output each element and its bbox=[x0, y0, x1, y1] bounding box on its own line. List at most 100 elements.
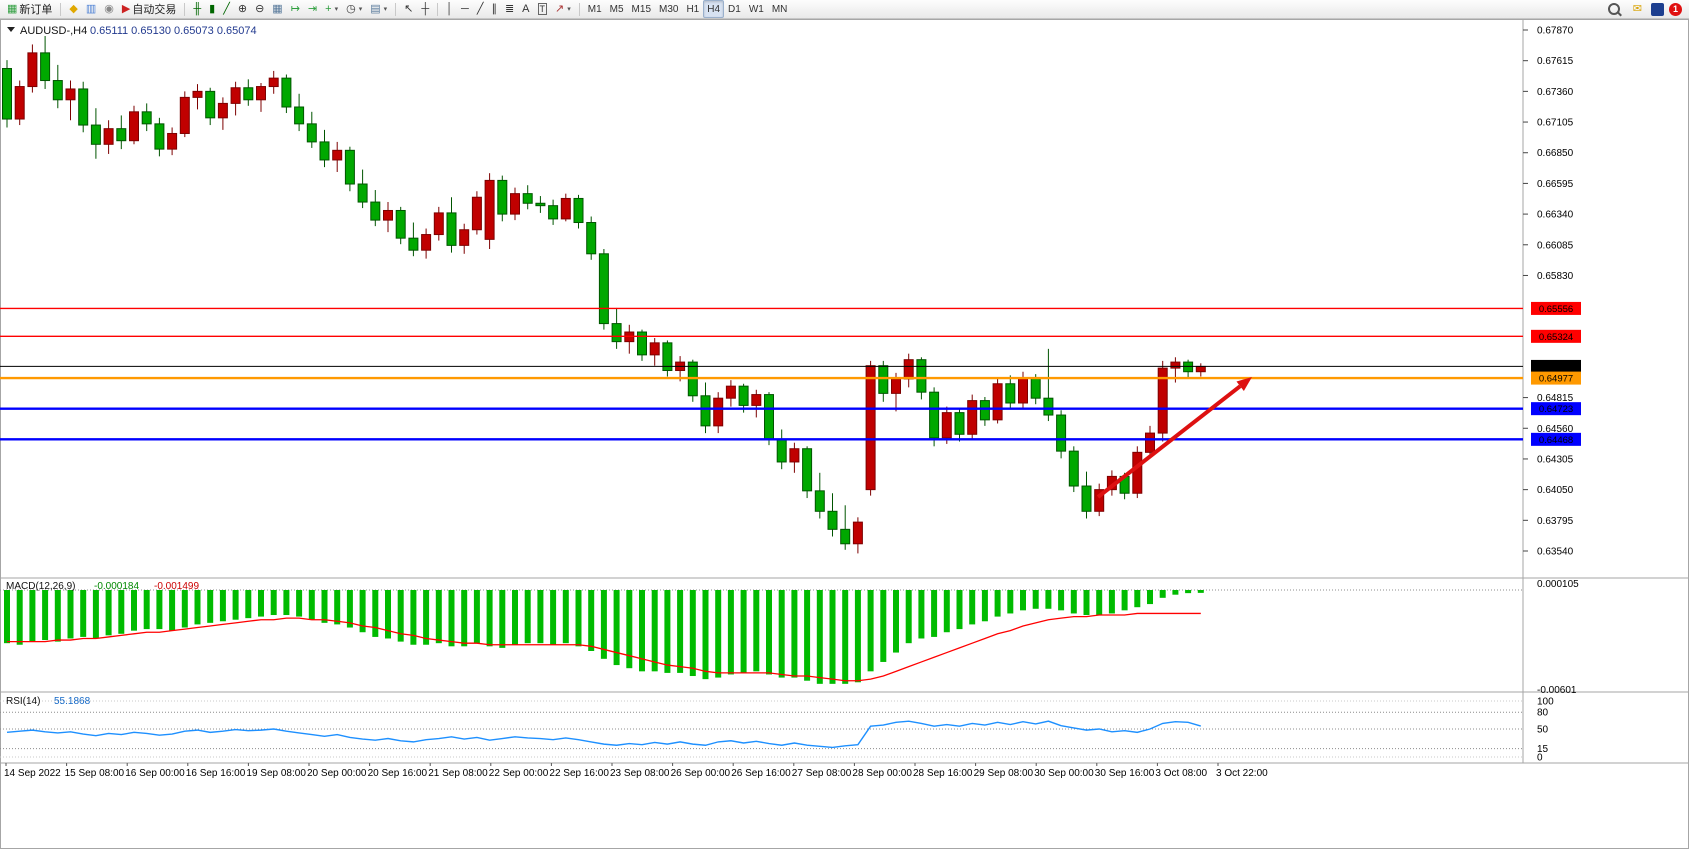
macd-value-2: -0.001499 bbox=[154, 581, 199, 592]
navigator-button[interactable]: ◉ bbox=[100, 0, 118, 18]
macd-histogram-bar bbox=[1070, 590, 1077, 614]
trend-arrow-line[interactable] bbox=[1096, 384, 1242, 499]
time-axis-label: 3 Oct 08:00 bbox=[1155, 768, 1207, 779]
price-axis-label: 0.63795 bbox=[1537, 516, 1574, 527]
price-level-tag bbox=[1531, 301, 1581, 315]
fibonacci-button[interactable]: ≣ bbox=[501, 0, 518, 18]
channel-button[interactable]: ∥ bbox=[487, 0, 501, 18]
candle-body bbox=[611, 323, 622, 343]
time-axis-label: 16 Sep 00:00 bbox=[125, 768, 185, 779]
vertical-line-button[interactable]: │ bbox=[442, 0, 457, 18]
indicators-button[interactable]: + ▾ bbox=[321, 0, 342, 18]
timeframe-m15-label: M15 bbox=[631, 3, 651, 15]
symbol-dropdown-icon[interactable] bbox=[7, 27, 15, 32]
templates-button[interactable]: ▤ ▾ bbox=[366, 0, 391, 18]
auto-scroll-icon: ↦ bbox=[290, 2, 300, 15]
zoom-out-button[interactable]: ⊖ bbox=[251, 0, 268, 18]
arrow-icon: ↗ bbox=[555, 2, 565, 15]
data-window-button[interactable]: ▥ bbox=[82, 0, 100, 18]
macd-histogram-bar bbox=[956, 590, 963, 630]
macd-histogram-bar bbox=[346, 590, 353, 628]
new-order-icon: ▦ bbox=[7, 2, 18, 15]
candle-body bbox=[586, 222, 597, 255]
macd-histogram-bar bbox=[1121, 590, 1128, 611]
price-axis-label: 0.64050 bbox=[1537, 485, 1574, 496]
macd-histogram-bar bbox=[677, 590, 684, 673]
candle-body bbox=[992, 383, 1003, 421]
timeframe-m5[interactable]: M5 bbox=[606, 0, 628, 18]
cursor-button[interactable]: ↖ bbox=[400, 0, 417, 18]
macd-histogram-bar bbox=[639, 590, 645, 672]
zoom-in-button[interactable]: ⊕ bbox=[234, 0, 251, 18]
auto-trading-button[interactable]: ▶ 自动交易 bbox=[118, 0, 180, 18]
timeframe-m1[interactable]: M1 bbox=[584, 0, 606, 18]
timeframe-w1[interactable]: W1 bbox=[745, 0, 768, 18]
macd-histogram-bar bbox=[880, 590, 887, 662]
timeframe-mn-label: MN bbox=[771, 3, 788, 15]
chart-render-root: 0.67870 0.67615 0.67360 0.67105 0.66850 0.665… bbox=[0, 19, 1689, 849]
line-chart-button[interactable]: ╱ bbox=[219, 0, 234, 18]
timeframe-d1[interactable]: D1 bbox=[724, 0, 745, 18]
crosshair-button[interactable]: ┼ bbox=[417, 0, 433, 18]
text-button[interactable]: A bbox=[518, 0, 533, 18]
rsi-axis-label: 15 bbox=[1537, 744, 1549, 755]
toolbar-group: M1 M5 M15 M30 H1 H4 D1 W1 MN bbox=[584, 0, 792, 18]
candle-body bbox=[370, 201, 381, 221]
timeframe-m30[interactable]: M30 bbox=[655, 0, 682, 18]
candle-body bbox=[725, 385, 736, 399]
candle-body bbox=[205, 90, 216, 119]
channel-icon: ∥ bbox=[491, 2, 497, 15]
price-level-tag-label: 0.64468 bbox=[1539, 435, 1573, 446]
macd-histogram-bar bbox=[334, 590, 341, 625]
text-label-button[interactable]: T bbox=[534, 0, 552, 18]
trendline-button[interactable]: ╱ bbox=[473, 0, 488, 18]
rsi-label: RSI(14) bbox=[6, 696, 40, 707]
candle-body bbox=[573, 197, 584, 224]
timeframe-m30-label: M30 bbox=[659, 3, 679, 15]
market-watch-button[interactable]: ◆ bbox=[65, 0, 81, 18]
rsi-value: 55.1868 bbox=[54, 696, 91, 707]
macd-histogram-bar bbox=[524, 590, 531, 644]
macd-histogram-bar bbox=[537, 590, 544, 644]
candle-body bbox=[1068, 450, 1079, 487]
candle-body bbox=[471, 196, 482, 231]
arrows-button[interactable]: ↗ ▾ bbox=[551, 0, 575, 18]
trend-arrow-head[interactable] bbox=[1236, 377, 1252, 391]
macd-histogram-bar bbox=[702, 590, 709, 680]
macd-histogram-bar bbox=[321, 590, 328, 623]
timeframe-m15[interactable]: M15 bbox=[628, 0, 655, 18]
timeframe-mn[interactable]: MN bbox=[768, 0, 792, 18]
time-axis-label: 28 Sep 16:00 bbox=[913, 768, 973, 779]
candle-body bbox=[268, 77, 279, 88]
candle-body bbox=[332, 149, 343, 161]
price-axis-label: 0.67870 bbox=[1537, 26, 1574, 37]
price-level-tag-label: 0.65074 bbox=[1539, 362, 1573, 373]
macd-value-1: -0.000184 bbox=[94, 581, 139, 592]
notification-badge[interactable]: 1 bbox=[1669, 2, 1682, 16]
horizontal-line-button[interactable]: ─ bbox=[457, 0, 473, 18]
app-button[interactable] bbox=[1651, 2, 1664, 16]
periods-button[interactable]: ◷ ▾ bbox=[342, 0, 366, 18]
bar-chart-button[interactable]: ╫ bbox=[189, 0, 205, 18]
tile-windows-button[interactable]: ▦ bbox=[268, 0, 286, 18]
timeframe-h4[interactable]: H4 bbox=[703, 0, 725, 18]
candle-body bbox=[1094, 489, 1105, 512]
macd-histogram-bar bbox=[981, 590, 988, 622]
new-order-button[interactable]: ▦ 新订单 bbox=[3, 0, 56, 18]
candlestick-button[interactable]: ▮ bbox=[205, 0, 219, 18]
time-axis-label: 15 Sep 08:00 bbox=[65, 768, 125, 779]
candle-body bbox=[294, 106, 305, 125]
macd-histogram-bar bbox=[92, 590, 99, 639]
macd-histogram-bar bbox=[1172, 590, 1179, 595]
time-axis-label: 27 Sep 08:00 bbox=[792, 768, 852, 779]
candle-body bbox=[1005, 383, 1016, 404]
candle-body bbox=[217, 102, 228, 119]
search-button[interactable] bbox=[1604, 0, 1624, 18]
chat-icon: ✉ bbox=[1632, 2, 1642, 15]
macd-histogram-bar bbox=[918, 590, 925, 639]
chart-shift-button[interactable]: ⇥ bbox=[304, 0, 321, 18]
auto-scroll-button[interactable]: ↦ bbox=[287, 0, 304, 18]
candle-body bbox=[916, 359, 927, 393]
timeframe-h1[interactable]: H1 bbox=[682, 0, 703, 18]
messages-button[interactable]: ✉ bbox=[1629, 0, 1646, 18]
